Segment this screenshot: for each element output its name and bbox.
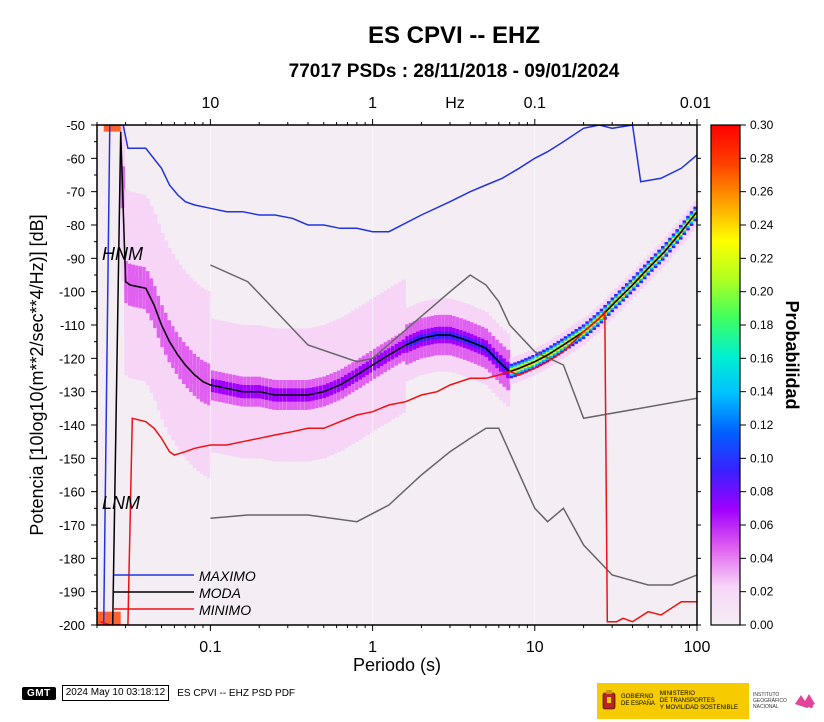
top-axis-ticks: 10 1 0.1 0.01 bbox=[201, 95, 711, 125]
colorbar-tick-label: 0.02 bbox=[750, 585, 774, 599]
y-tick-label: -180 bbox=[59, 551, 85, 566]
colorbar-tick-label: 0.14 bbox=[750, 385, 774, 399]
ign-logo: INSTITUTO GEOGRÁFICO NACIONAL bbox=[749, 683, 821, 719]
colorbar-tick-label: 0.04 bbox=[750, 551, 774, 565]
colorbar-tick-label: 0.24 bbox=[750, 218, 774, 232]
x-axis-ticks: 0.1 1 10 100 bbox=[96, 122, 711, 656]
colorbar bbox=[710, 124, 741, 626]
x-tick-label: 10 bbox=[526, 639, 544, 656]
chart-subtitle: 77017 PSDs : 28/11/2018 - 09/01/2024 bbox=[289, 61, 620, 82]
y-tick-label: -120 bbox=[59, 351, 85, 366]
gmt-logo: GMT bbox=[22, 686, 56, 700]
legend-label-moda: MODA bbox=[199, 585, 241, 601]
government-logo: GOBIERNO DE ESPAÑA MINISTERIO DE TRANSPO… bbox=[597, 683, 749, 719]
top-axis-unit: Hz bbox=[445, 95, 465, 112]
series-line-maximo bbox=[102, 125, 697, 625]
x-tick-label: 0.1 bbox=[199, 639, 221, 656]
y-tick-label: -80 bbox=[66, 218, 85, 233]
colorbar-ticks: 0.00 0.02 0.04 0.06 0.08 0.10 0.12 0.14 0.16 0.18… bbox=[740, 118, 774, 632]
top-tick-label: 10 bbox=[201, 95, 219, 112]
ign-line-3: NACIONAL bbox=[753, 704, 779, 710]
density-cell bbox=[103, 125, 121, 132]
y-tick-label: -60 bbox=[66, 151, 85, 166]
reference-curve-hnm bbox=[210, 264, 697, 420]
colorbar-tick-label: 0.26 bbox=[750, 185, 774, 199]
ign-emblem-icon bbox=[795, 694, 815, 708]
y-tick-label: -200 bbox=[59, 618, 85, 633]
series-lines bbox=[100, 125, 697, 625]
y-tick-label: -70 bbox=[66, 185, 85, 200]
colorbar-tick-label: 0.22 bbox=[750, 251, 774, 265]
y-tick-label: -170 bbox=[59, 518, 85, 533]
y-tick-label: -190 bbox=[59, 585, 85, 600]
ministry-text: MINISTERIO DE TRANSPORTES Y MOVILIDAD SO… bbox=[660, 691, 738, 712]
reference-curve-lnm bbox=[210, 427, 697, 586]
chart-title: ES CPVI -- EHZ bbox=[368, 22, 540, 49]
government-text: GOBIERNO DE ESPAÑA bbox=[621, 694, 655, 708]
top-tick-label: 0.01 bbox=[680, 95, 711, 112]
legend-label-minimo: MINIMO bbox=[199, 602, 251, 618]
colorbar-tick-label: 0.08 bbox=[750, 485, 774, 499]
top-tick-label: 1 bbox=[368, 95, 377, 112]
top-tick-label: 0.1 bbox=[524, 95, 546, 112]
colorbar-tick-label: 0.12 bbox=[750, 418, 774, 432]
colorbar-tick-label: 0.16 bbox=[750, 351, 774, 365]
ign-line-2: GEOGRÁFICO bbox=[753, 698, 787, 704]
coat-of-arms-icon bbox=[602, 690, 616, 710]
legend: MAXIMO MODA MINIMO bbox=[114, 568, 256, 618]
colorbar-tick-label: 0.06 bbox=[750, 518, 774, 532]
x-axis-label: Periodo (s) bbox=[353, 655, 441, 675]
legend-label-maximo: MAXIMO bbox=[199, 568, 256, 584]
y-tick-label: -100 bbox=[59, 285, 85, 300]
ministry-line-2: DE TRANSPORTES bbox=[659, 697, 715, 704]
y-tick-label: -150 bbox=[59, 451, 85, 466]
y-tick-label: -160 bbox=[59, 485, 85, 500]
footer-timestamp: 2024 May 10 03:18:12 bbox=[61, 685, 170, 701]
colorbar-tick-label: 0.28 bbox=[750, 151, 774, 165]
series-line-minimo bbox=[100, 309, 697, 625]
gov-line-1: GOBIERNO bbox=[621, 694, 654, 700]
gov-line-2: DE ESPAÑA bbox=[621, 701, 655, 707]
institution-logos: GOBIERNO DE ESPAÑA MINISTERIO DE TRANSPO… bbox=[597, 683, 821, 719]
colorbar-tick-label: 0.10 bbox=[750, 451, 774, 465]
ign-text: INSTITUTO GEOGRÁFICO NACIONAL bbox=[753, 692, 787, 710]
ign-line-1: INSTITUTO bbox=[753, 692, 780, 698]
colorbar-tick-label: 0.18 bbox=[750, 318, 774, 332]
x-tick-label: 1 bbox=[368, 639, 377, 656]
y-axis-label: Potencia [10log10(m**2/sec**4/Hz)] [dB] bbox=[27, 214, 47, 535]
density-cell bbox=[97, 611, 121, 625]
footer-caption: ES CPVI -- EHZ PSD PDF bbox=[177, 687, 296, 699]
y-tick-label: -140 bbox=[59, 418, 85, 433]
y-tick-label: -130 bbox=[59, 385, 85, 400]
ministry-line-1: MINISTERIO bbox=[659, 690, 695, 697]
colorbar-tick-label: 0.30 bbox=[750, 118, 774, 132]
y-tick-label: -90 bbox=[66, 251, 85, 266]
reference-curves bbox=[210, 264, 697, 586]
y-tick-label: -110 bbox=[60, 318, 85, 333]
x-tick-label: 100 bbox=[684, 639, 711, 656]
colorbar-tick-label: 0.20 bbox=[750, 285, 774, 299]
ministry-line-3: Y MOVILIDAD SOSTENIBLE bbox=[659, 704, 738, 711]
series-line-moda bbox=[111, 131, 697, 625]
y-tick-label: -50 bbox=[66, 118, 85, 133]
colorbar-tick-label: 0.00 bbox=[750, 618, 774, 632]
footer: GMT 2024 May 10 03:18:12 ES CPVI -- EHZ … bbox=[22, 685, 295, 701]
hnm-label: HNM bbox=[102, 244, 143, 264]
lnm-label: LNM bbox=[102, 493, 140, 513]
colorbar-label: Probabilidad bbox=[782, 300, 802, 409]
y-axis-ticks: -50 -60 -70 -80 -90 -100 -110 -120 -130 -140 -150 -… bbox=[59, 118, 701, 633]
